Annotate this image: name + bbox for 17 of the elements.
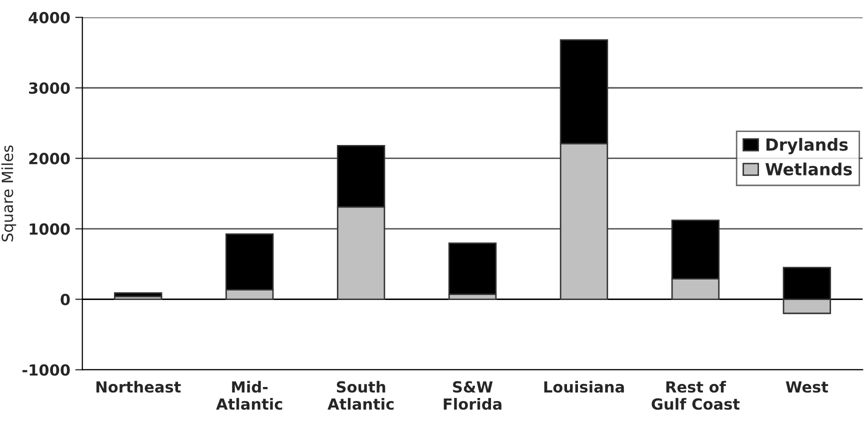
y-tick-label: -1000 (22, 364, 70, 376)
x-tick-label: Louisiana (544, 380, 624, 393)
y-tick-label: 4000 (28, 12, 70, 24)
x-tick-label: South Atlantic (328, 380, 394, 410)
y-axis-title: Square Miles (1, 145, 16, 242)
y-tick-label: 1000 (30, 223, 70, 235)
x-tick-label: Rest of Gulf Coast (652, 380, 740, 410)
y-tick-label: 3000 (29, 82, 70, 94)
legend-label: Drylands (766, 138, 848, 154)
x-tick-label: Northeast (96, 380, 181, 393)
bar (114, 292, 162, 298)
legend-label: Wetlands (765, 162, 852, 176)
x-tick-label: Mid- Atlantic (216, 380, 282, 410)
y-tick-label: 0 (60, 294, 70, 306)
y-tick-label: 2000 (29, 152, 70, 164)
x-tick-label: S&W Florida (444, 381, 502, 410)
x-tick-label: West (786, 381, 828, 393)
